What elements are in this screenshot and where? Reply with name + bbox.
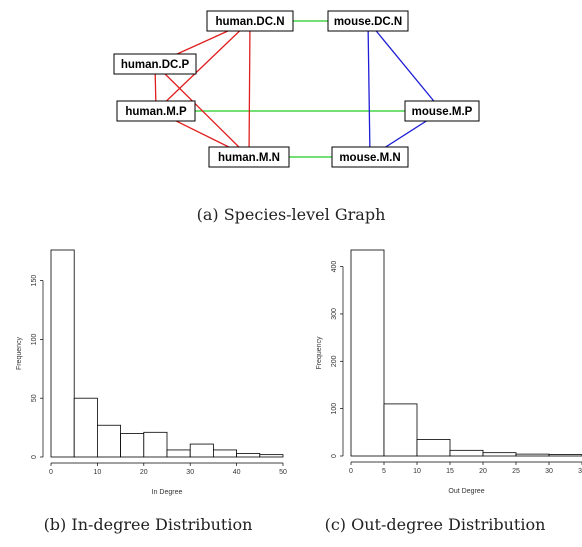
edge-mouse-dc-n-to-mouse-m-p <box>367 20 443 112</box>
bar-45-50 <box>259 454 284 458</box>
node-label: human.M.P <box>125 106 187 118</box>
node-box <box>331 146 409 168</box>
node-mouse-m-n: mouse.M.N <box>331 146 409 168</box>
bar-25-30 <box>166 449 191 458</box>
bar-15-20 <box>120 433 145 458</box>
graph-edges <box>154 20 443 158</box>
bar-0-5 <box>350 249 385 457</box>
x-tick-label: 20 <box>479 468 487 475</box>
node-human-m-p: human.M.P <box>116 100 196 122</box>
node-label: mouse.DC.N <box>334 16 402 28</box>
x-axis-title: In Degree <box>152 489 183 496</box>
graph-nodes: human.DC.N mouse.DC.N human.DC.P human.M.P m… <box>113 10 480 168</box>
x-tick-label: 40 <box>233 469 241 476</box>
x-tick-label: 35 <box>578 468 582 475</box>
node-mouse-m-p: mouse.M.P <box>404 100 480 122</box>
x-tick-label: 15 <box>446 468 454 475</box>
edge-human-dc-n-to-human-m-p <box>155 20 251 112</box>
bar-10-15 <box>416 439 451 457</box>
in-degree-histogram: 0 10 20 30 40 50 In Degree 0 50 100 150 Frequency <box>16 249 287 496</box>
bar-0-5 <box>50 249 75 458</box>
bar-35-40 <box>212 449 237 458</box>
x-tick-label: 5 <box>382 468 386 475</box>
bar-5-10 <box>73 397 98 458</box>
x-tick-label: 30 <box>186 469 194 476</box>
node-label: human.M.N <box>218 152 280 164</box>
node-mouse-dc-n: mouse.DC.N <box>327 10 409 32</box>
x-tick-label: 25 <box>512 468 520 475</box>
caption-b: (b) In-degree Distribution <box>44 515 253 534</box>
node-label: human.DC.P <box>121 59 190 71</box>
y-tick-label: 150 <box>31 275 38 287</box>
y-axis-title: Frequency <box>16 336 23 370</box>
bar-10-15 <box>97 424 122 458</box>
caption-a: (a) Species-level Graph <box>197 205 386 224</box>
node-box <box>404 100 480 122</box>
bar-30-35 <box>189 443 214 458</box>
x-tick-label: 0 <box>49 469 53 476</box>
node-box <box>116 100 196 122</box>
node-label: mouse.M.P <box>412 106 473 118</box>
x-tick-label: 20 <box>140 469 148 476</box>
node-box <box>327 10 409 32</box>
edge-mouse-dc-n-to-mouse-m-n <box>367 20 371 158</box>
x-tick-label: 0 <box>349 468 353 475</box>
bar-20-25 <box>482 452 517 457</box>
node-box <box>206 10 294 32</box>
x-tick-label: 10 <box>413 468 421 475</box>
node-box <box>208 146 290 168</box>
caption-c: (c) Out-degree Distribution <box>325 515 546 534</box>
species-graph: human.DC.N mouse.DC.N human.DC.P human.M.P m… <box>113 10 480 168</box>
y-tick-label: 400 <box>331 261 338 273</box>
bar-15-20 <box>449 449 484 457</box>
y-tick-label: 50 <box>31 394 38 402</box>
node-label: mouse.M.N <box>339 152 400 164</box>
x-axis-title: Out Degree <box>448 488 484 495</box>
node-human-m-n: human.M.N <box>208 146 290 168</box>
y-tick-label: 100 <box>331 403 338 415</box>
y-tick-label: 200 <box>331 355 338 367</box>
node-human-dc-n: human.DC.N <box>206 10 294 32</box>
edge-human-dc-n-to-human-m-n <box>248 20 251 158</box>
y-tick-label: 0 <box>331 454 338 458</box>
y-axis-title: Frequency <box>316 336 323 370</box>
y-tick-label: 0 <box>31 455 38 459</box>
x-tick-label: 50 <box>279 469 287 476</box>
node-human-dc-p: human.DC.P <box>113 53 197 75</box>
y-tick-label: 300 <box>331 308 338 320</box>
edge-human-dc-p-to-human-m-n <box>154 63 250 158</box>
bar-30-35 <box>548 454 582 457</box>
x-tick-label: 30 <box>545 468 553 475</box>
y-tick-label: 100 <box>31 333 38 345</box>
node-box <box>113 53 197 75</box>
bar-20-25 <box>143 431 168 458</box>
x-tick-label: 10 <box>94 469 102 476</box>
bar-25-30 <box>515 453 550 457</box>
out-degree-histogram: 0 5 10 15 20 25 30 35 Out Degree 0 100 200 300 400 Fre… <box>316 249 582 495</box>
bar-5-10 <box>383 403 418 457</box>
bar-40-45 <box>236 453 261 458</box>
node-label: human.DC.N <box>216 16 285 28</box>
